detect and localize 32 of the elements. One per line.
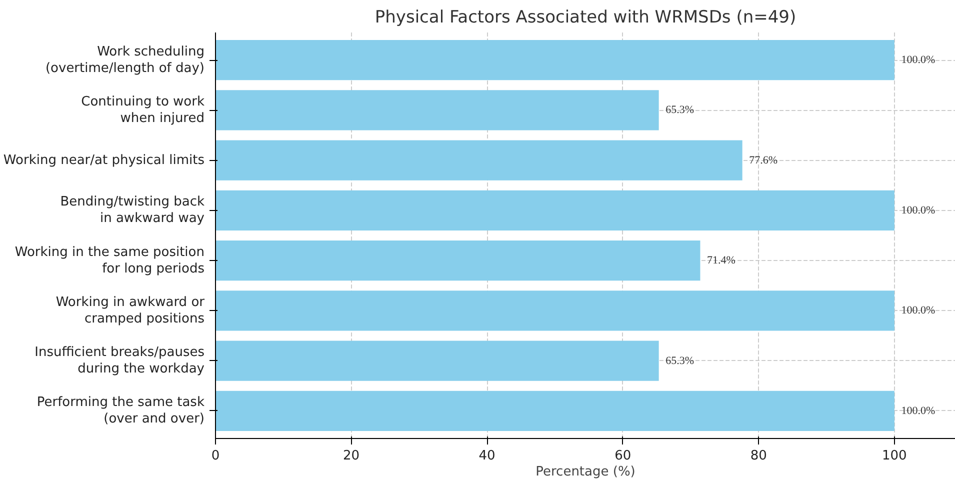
data-label: 65.3% bbox=[666, 104, 694, 116]
bar bbox=[216, 140, 742, 180]
data-label: 100.0% bbox=[901, 204, 936, 216]
y-tick-label: Continuing to work when injured bbox=[81, 94, 205, 126]
x-tick-label: 40 bbox=[478, 448, 496, 464]
x-tick-label: 100 bbox=[882, 448, 907, 464]
y-tick-label: Insufficient breaks/pauses during the workday bbox=[34, 345, 205, 377]
bar bbox=[216, 340, 659, 381]
y-tick-label: Working near/at physical limits bbox=[3, 152, 205, 168]
y-tick-label: Bending/twisting back in awkward way bbox=[60, 194, 205, 226]
data-label: 77.6% bbox=[749, 154, 778, 166]
bar bbox=[216, 190, 894, 230]
y-tick-label: Working in the same position for long periods bbox=[14, 244, 205, 276]
bar bbox=[216, 390, 894, 431]
data-label: 100.0% bbox=[901, 404, 936, 417]
x-tick-label: 80 bbox=[750, 448, 767, 464]
x-tick-label: 60 bbox=[614, 448, 632, 464]
x-axis-title: Percentage (%) bbox=[536, 464, 636, 480]
x-tick-label: 20 bbox=[343, 448, 360, 464]
data-label: 100.0% bbox=[901, 304, 936, 317]
data-label: 65.3% bbox=[666, 354, 694, 367]
bar bbox=[216, 240, 700, 281]
y-tick-label: Performing the same task (over and over) bbox=[36, 395, 205, 427]
x-tick-label: 0 bbox=[211, 448, 220, 464]
y-tick-label: Working in awkward or cramped positions bbox=[56, 294, 206, 326]
bar bbox=[216, 90, 659, 130]
bar bbox=[216, 290, 894, 331]
chart-title: Physical Factors Associated with WRMSDs (n=49) bbox=[374, 8, 796, 28]
data-label: 100.0% bbox=[901, 54, 936, 66]
y-tick-label: Work scheduling (overtime/length of day) bbox=[45, 44, 205, 76]
bar bbox=[216, 40, 894, 80]
data-label: 71.4% bbox=[707, 254, 736, 267]
